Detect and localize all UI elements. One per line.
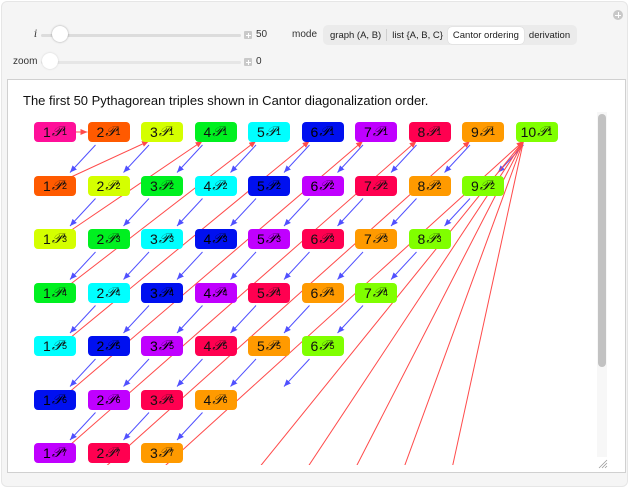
i-slider-thumb[interactable] [52,26,68,42]
zoom-slider-thumb[interactable] [42,53,58,69]
mode-derivation-button[interactable]: derivation [528,29,571,41]
zoom-slider-label: zoom [13,56,38,67]
mode-divider [386,29,388,41]
i-slider-label: i [34,29,38,40]
i-value: 50 [256,29,268,40]
zoom-value: 0 [256,56,262,67]
triple-node: 10 𝒫 1 [515,122,558,142]
panel-caption: The first 50 Pythagorean triples shown i… [23,93,429,108]
mode-label: mode [292,29,318,40]
output-panel: The first 50 Pythagorean triples shown i… [7,79,626,473]
options-plus-icon[interactable] [613,10,623,20]
mode-cantor-button[interactable]: Cantor ordering [447,26,524,44]
zoom-expand-plus-icon[interactable] [244,58,252,66]
scrollbar-thumb[interactable] [598,114,606,367]
cantor-graph: 1 𝒫 1 2 𝒫 1 3 𝒫 1 4 𝒫 1 5 𝒫 1 6 𝒫 1 7 𝒫 1 8 𝒫 1 9 𝒫 1 10 𝒫 1 1 𝒫 2 2 𝒫 2 3 𝒫 2… [8,110,596,465]
resize-grip-icon[interactable] [596,457,608,469]
mode-list-button[interactable]: list {A, B, C} [392,29,443,41]
arrow-layer [69,129,524,465]
mode-graph-button[interactable]: graph (A, B) [330,29,382,41]
mode-selector: graph (A, B) list {A, B, C} Cantor order… [323,25,578,45]
i-expand-plus-icon[interactable] [244,31,252,39]
